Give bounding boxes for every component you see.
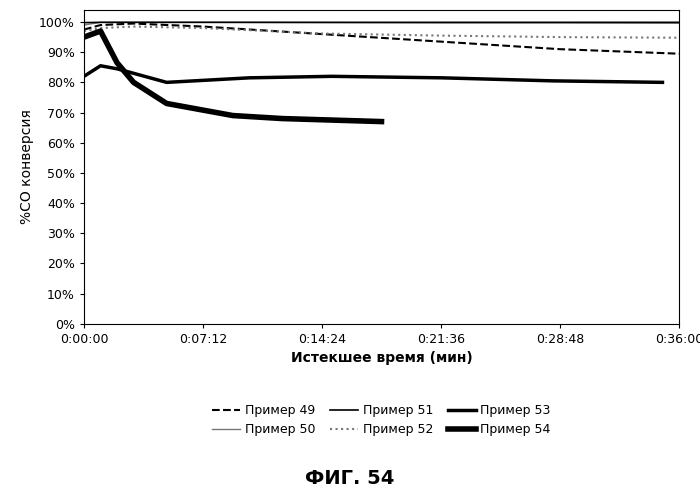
Text: ФИГ. 54: ФИГ. 54	[305, 469, 395, 488]
Legend: Пример 49, Пример 50, Пример 51, Пример 52, Пример 53, Пример 54: Пример 49, Пример 50, Пример 51, Пример …	[207, 399, 556, 441]
X-axis label: Истекшее время (мин): Истекшее время (мин)	[290, 351, 473, 366]
Y-axis label: %СО конверсия: %СО конверсия	[20, 110, 34, 224]
